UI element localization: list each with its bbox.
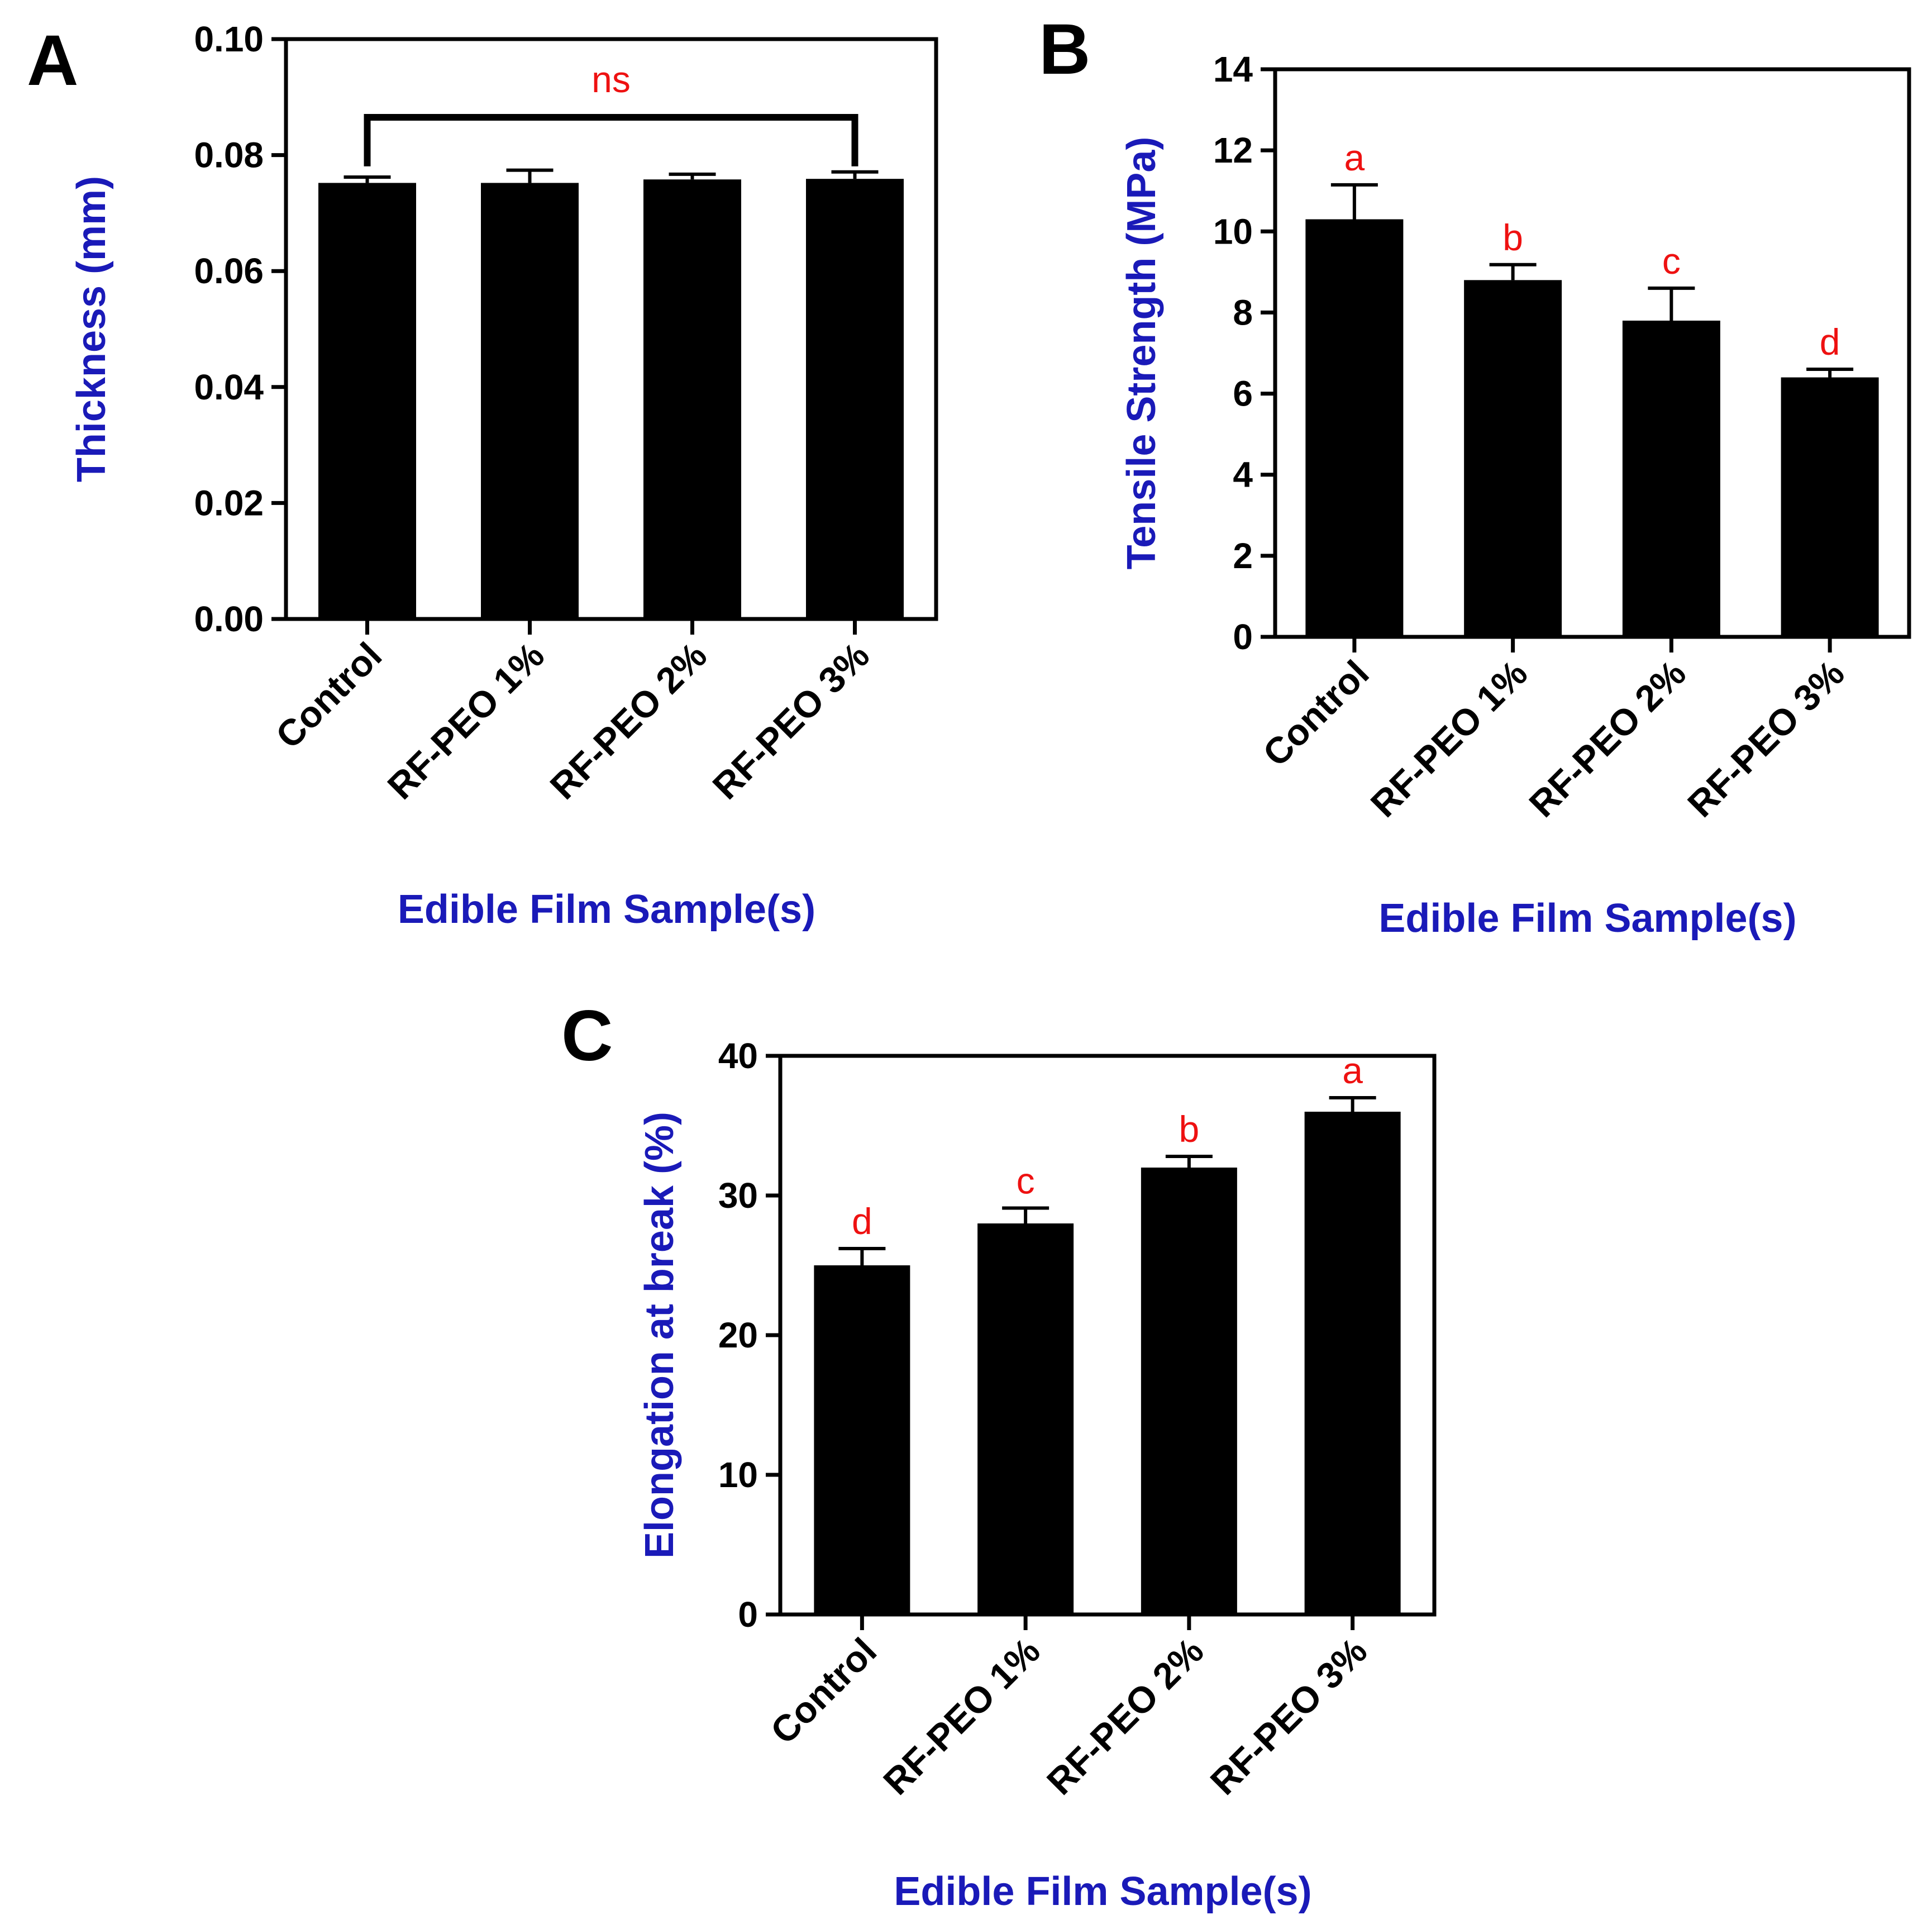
x-tick-label: RF-PEO 1% (379, 635, 552, 807)
bars-b (1305, 183, 1879, 637)
annotations-b: a b c d (1344, 137, 1840, 363)
x-axis-title-b: Edible Film Sample(s) (1378, 896, 1796, 941)
x-tick-label: RF-PEO 2% (1521, 652, 1694, 825)
significance-letter: c (1662, 240, 1681, 282)
y-tick-label: 0.04 (194, 367, 264, 407)
y-tick-label: 0.06 (194, 251, 264, 291)
y-axis-b: 0 2 4 6 8 10 12 14 (1213, 49, 1275, 657)
y-tick-label: 0 (738, 1594, 758, 1635)
significance-letter: d (852, 1201, 872, 1242)
plot-frame-a (284, 37, 938, 621)
y-tick-label: 10 (718, 1455, 758, 1495)
significance-letter: b (1179, 1108, 1200, 1150)
bar (1622, 320, 1720, 637)
panel-letter-a: A (27, 21, 78, 101)
plot-frame-b (1273, 67, 1911, 639)
bar (1141, 1168, 1237, 1614)
y-axis-title-b: Tensile Strength (MPa) (1119, 137, 1164, 570)
significance-letter: a (1344, 137, 1365, 178)
panel-letter-c: C (561, 996, 613, 1076)
y-axis-a: 0.00 0.02 0.04 0.06 0.08 0.10 (194, 19, 286, 639)
bar (806, 179, 904, 620)
y-tick-label: 10 (1213, 211, 1253, 251)
panel-a: A 0.000.020.040.060.080.10 ControlRF-PEO… (27, 19, 938, 932)
x-tick-label: Control (1255, 652, 1377, 774)
y-axis-title-c: Elongation at break (%) (637, 1112, 682, 1559)
x-tick-label: RF-PEO 1% (1362, 652, 1535, 825)
significance-letter: a (1342, 1050, 1363, 1091)
x-tick-label: RF-PEO 3% (704, 635, 877, 807)
y-tick-label: 6 (1233, 374, 1253, 414)
y-tick-label: 0.00 (194, 599, 264, 639)
bar (1464, 280, 1562, 637)
y-tick-label: 0.02 (194, 483, 264, 523)
significance-letter: d (1820, 321, 1840, 363)
bar (481, 183, 579, 619)
x-tick-label: RF-PEO 3% (1680, 652, 1852, 825)
y-tick-label: 12 (1213, 130, 1253, 170)
significance-letter: b (1502, 217, 1523, 258)
x-tick-label: Control (762, 1630, 884, 1752)
bars-a (318, 168, 904, 620)
y-tick-label: 4 (1233, 455, 1253, 495)
significance-letter: c (1017, 1160, 1035, 1202)
significance-label-ns: ns (591, 59, 631, 100)
y-tick-label: 14 (1213, 49, 1253, 89)
y-tick-label: 20 (718, 1315, 758, 1355)
y-tick-label: 40 (718, 1036, 758, 1076)
x-tick-label: Control (268, 635, 389, 756)
y-axis-c: 0 10 20 30 40 (718, 1036, 780, 1635)
x-axis-title-a: Edible Film Sample(s) (398, 887, 815, 932)
y-tick-label: 0.10 (194, 19, 264, 59)
annotations-c: d c b a (852, 1050, 1363, 1242)
bar (1781, 377, 1879, 637)
y-axis-title-a: Thickness (mm) (69, 176, 114, 482)
bar (1305, 219, 1404, 637)
bar (318, 183, 416, 619)
y-tick-label: 8 (1233, 292, 1253, 332)
y-tick-label: 2 (1233, 536, 1253, 576)
bar (977, 1223, 1074, 1614)
bar (814, 1265, 910, 1614)
y-tick-label: 0.08 (194, 135, 264, 175)
x-tick-label: RF-PEO 1% (875, 1630, 1048, 1803)
x-tick-label: RF-PEO 2% (542, 635, 714, 807)
x-axis-title-c: Edible Film Sample(s) (894, 1869, 1311, 1914)
bar (1304, 1112, 1401, 1614)
x-tick-label: RF-PEO 2% (1039, 1630, 1211, 1803)
bar (643, 179, 741, 619)
bars-c (814, 1096, 1401, 1614)
significance-bracket (364, 114, 858, 166)
x-tick-label: RF-PEO 3% (1202, 1630, 1375, 1803)
y-tick-label: 30 (718, 1175, 758, 1216)
panel-letter-b: B (1039, 9, 1090, 89)
y-tick-label: 0 (1233, 617, 1253, 657)
